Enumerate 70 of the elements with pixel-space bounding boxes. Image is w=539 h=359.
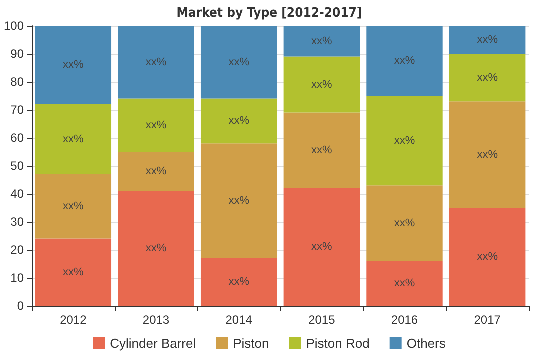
data-label: xx% — [394, 55, 416, 67]
data-label: xx% — [63, 59, 84, 72]
data-label: xx% — [312, 241, 333, 254]
x-tick-label: 2012 — [60, 313, 88, 327]
data-label: xx% — [477, 148, 498, 161]
data-label: xx% — [312, 35, 333, 48]
legend-label: Piston — [233, 336, 270, 351]
bar — [449, 208, 526, 306]
data-label: xx% — [228, 276, 250, 288]
bar — [449, 54, 526, 102]
bar — [118, 191, 194, 306]
bar — [118, 98, 194, 152]
bar — [200, 26, 278, 99]
legend-label: Cylinder Barrel — [110, 336, 196, 351]
data-label: xx% — [477, 34, 498, 46]
data-label: xx% — [146, 56, 167, 68]
bar — [366, 26, 443, 96]
bar — [118, 152, 194, 192]
bar — [284, 112, 360, 188]
bar — [366, 261, 443, 306]
x-tick-label: 2017 — [474, 313, 502, 327]
data-label: xx% — [63, 200, 84, 213]
bar — [118, 26, 194, 99]
bar — [35, 238, 112, 306]
y-tick-label: 90 — [10, 47, 24, 61]
bar — [35, 174, 112, 239]
bar — [200, 258, 278, 306]
data-label: xx% — [477, 72, 498, 84]
bar — [35, 26, 112, 104]
data-label: xx% — [394, 217, 416, 230]
y-tick-label: 80 — [10, 75, 24, 89]
x-tick-label: 2015 — [308, 313, 336, 327]
y-tick-label: 50 — [10, 159, 24, 173]
bar — [284, 188, 360, 306]
data-label: xx% — [63, 266, 84, 278]
y-tick-label: 70 — [10, 103, 24, 117]
bar — [35, 104, 112, 174]
x-tick-label: 2013 — [142, 313, 170, 327]
bar — [200, 98, 278, 144]
data-label: xx% — [394, 134, 416, 147]
y-tick-label: 60 — [10, 131, 24, 145]
y-tick-label: 100 — [4, 19, 24, 33]
y-tick-label: 30 — [10, 215, 24, 229]
y-tick-label: 0 — [17, 299, 24, 313]
data-label: xx% — [228, 195, 250, 207]
bar — [366, 186, 443, 262]
x-tick-label: 2016 — [391, 313, 418, 327]
y-tick-label: 10 — [10, 271, 24, 285]
chart-title: Market by Type [2012-2017] — [176, 6, 362, 21]
data-label: xx% — [477, 251, 498, 263]
legend-label: Piston Rod — [306, 336, 370, 351]
data-label: xx% — [146, 119, 167, 132]
bar — [366, 96, 443, 186]
bar — [284, 26, 360, 57]
data-label: xx% — [312, 144, 333, 157]
x-tick-label: 2014 — [226, 313, 253, 327]
data-label: xx% — [394, 278, 416, 290]
y-tick-label: 40 — [10, 187, 24, 201]
legend-label: Others — [406, 336, 446, 351]
data-label: xx% — [228, 115, 250, 128]
bar — [449, 102, 526, 208]
data-label: xx% — [312, 78, 333, 91]
y-tick-label: 20 — [10, 243, 24, 257]
bar — [449, 26, 526, 54]
bar — [284, 56, 360, 113]
data-label: xx% — [146, 242, 167, 255]
data-label: xx% — [63, 133, 84, 146]
data-label: xx% — [228, 56, 250, 68]
data-label: xx% — [146, 166, 167, 178]
bar — [200, 144, 278, 258]
